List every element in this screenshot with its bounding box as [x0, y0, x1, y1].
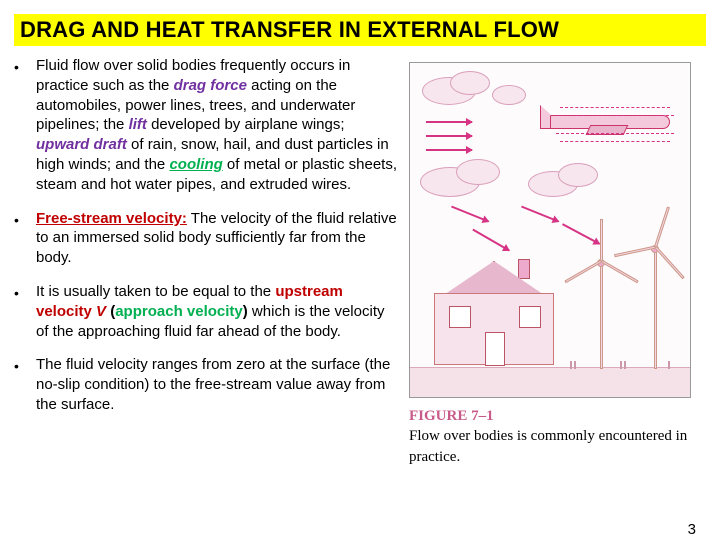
wind-arrow	[562, 223, 600, 244]
bullet-item: •It is usually taken to be equal to the …	[14, 282, 397, 341]
wind-arrow	[426, 149, 472, 151]
turbine-pole	[600, 263, 603, 369]
wind-arrow	[426, 121, 472, 123]
slide-title-bar: DRAG AND HEAT TRANSFER IN EXTERNAL FLOW	[14, 14, 706, 46]
bullet-marker: •	[14, 56, 36, 195]
house-roof	[424, 261, 564, 297]
bullet-text: The fluid velocity ranges from zero at t…	[36, 355, 397, 414]
bullet-text: It is usually taken to be equal to the u…	[36, 282, 397, 341]
wind-arrow	[451, 206, 489, 223]
ground	[410, 367, 690, 397]
bullet-marker: •	[14, 209, 36, 268]
bullet-marker: •	[14, 282, 36, 341]
figure-caption-text: Flow over bodies is commonly encountered…	[409, 428, 687, 464]
bullet-text: Fluid flow over solid bodies frequently …	[36, 56, 397, 195]
house-body	[434, 293, 554, 365]
bullet-item: •Fluid flow over solid bodies frequently…	[14, 56, 397, 195]
wind-arrow	[521, 206, 559, 223]
turbine-pole	[654, 249, 657, 369]
content-area: •Fluid flow over solid bodies frequently…	[0, 56, 720, 467]
slide-title: DRAG AND HEAT TRANSFER IN EXTERNAL FLOW	[20, 17, 559, 42]
bullet-column: •Fluid flow over solid bodies frequently…	[14, 56, 409, 467]
wind-arrow	[472, 229, 509, 252]
figure-column: FIGURE 7–1 Flow over bodies is commonly …	[409, 56, 699, 467]
bullet-item: •The fluid velocity ranges from zero at …	[14, 355, 397, 414]
figure-label: FIGURE 7–1	[409, 408, 494, 424]
figure-illustration	[409, 62, 691, 398]
bullet-marker: •	[14, 355, 36, 414]
page-number: 3	[688, 521, 696, 538]
wind-arrow	[426, 135, 472, 137]
house-chimney	[518, 259, 530, 279]
bullet-item: •Free-stream velocity: The velocity of t…	[14, 209, 397, 268]
figure-caption: FIGURE 7–1 Flow over bodies is commonly …	[409, 406, 699, 467]
bullet-text: Free-stream velocity: The velocity of th…	[36, 209, 397, 268]
